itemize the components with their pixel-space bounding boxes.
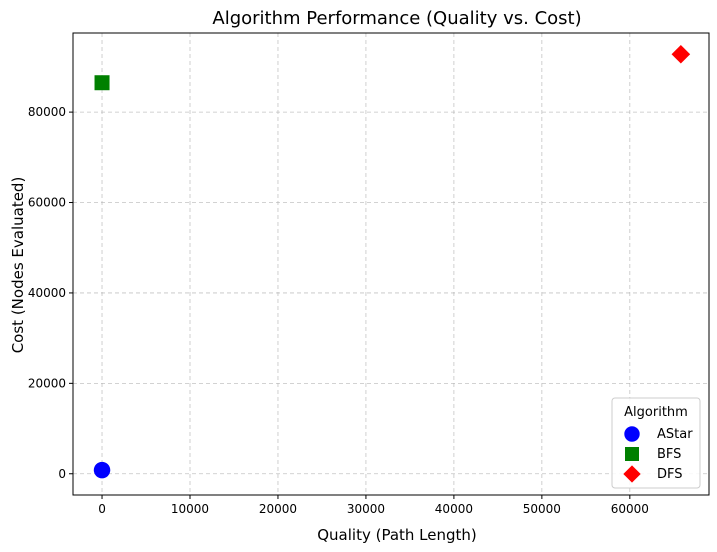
legend-label-bfs: BFS xyxy=(657,447,681,462)
x-tick-label: 0 xyxy=(98,502,106,516)
x-tick-label: 20000 xyxy=(259,502,297,516)
astar-point xyxy=(93,461,111,479)
y-tick-label: 40000 xyxy=(28,286,66,300)
chart-title: Algorithm Performance (Quality vs. Cost) xyxy=(212,8,581,29)
legend-marker-astar xyxy=(624,426,640,442)
legend-box xyxy=(611,397,701,489)
legend-label-astar: AStar xyxy=(657,427,693,442)
y-tick-label: 20000 xyxy=(28,376,66,390)
bfs-point xyxy=(94,75,110,91)
legend: Algorithm AStar BFS DFS xyxy=(611,397,701,489)
y-tick-label: 60000 xyxy=(28,196,66,210)
y-tick-label: 0 xyxy=(58,467,66,481)
x-tick-label: 60000 xyxy=(611,502,649,516)
dfs-point xyxy=(671,44,691,64)
x-tick-label: 40000 xyxy=(435,502,473,516)
axis-ticks: 0 10000 20000 30000 40000 50000 60000 0 20000 400… xyxy=(28,105,649,516)
legend-marker-bfs xyxy=(625,447,639,461)
x-tick-label: 50000 xyxy=(523,502,561,516)
legend-title: Algorithm xyxy=(624,405,688,420)
data-points xyxy=(93,44,691,479)
plot-area-frame xyxy=(72,32,710,496)
legend-label-dfs: DFS xyxy=(657,467,683,482)
x-tick-label: 30000 xyxy=(347,502,385,516)
y-axis-label: Cost (Nodes Evaluated) xyxy=(9,177,27,354)
x-tick-label: 10000 xyxy=(171,502,209,516)
x-axis-label: Quality (Path Length) xyxy=(317,526,477,544)
legend-marker-dfs xyxy=(623,465,641,483)
y-tick-label: 80000 xyxy=(28,105,66,119)
legend-entries: AStar BFS DFS xyxy=(623,426,693,483)
